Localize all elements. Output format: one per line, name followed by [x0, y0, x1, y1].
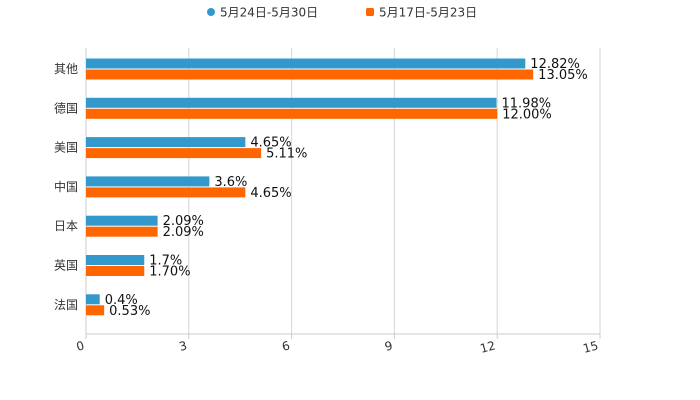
bar-series-1-3: [86, 176, 210, 187]
bar-series-2-4: [86, 226, 158, 237]
category-label-1: 德国: [54, 100, 78, 115]
bar-series-2-3: [86, 187, 246, 198]
x-tick-label-0: 0: [75, 338, 86, 354]
category-label-6: 法国: [54, 298, 78, 312]
x-tick-label-15: 15: [581, 338, 599, 355]
data-label-series-1-4: 2.09%: [163, 214, 204, 229]
bar-series-2-2: [86, 148, 262, 159]
bar-series-1-1: [86, 97, 497, 108]
category-label-5: 英国: [54, 259, 78, 273]
bar-series-2-0: [86, 69, 534, 80]
data-label-series-1-6: 0.4%: [105, 293, 138, 308]
data-label-series-1-0: 12.82%: [530, 57, 580, 72]
bar-series-1-4: [86, 215, 158, 226]
category-label-3: 中国: [54, 179, 78, 194]
data-label-series-2-2: 5.11%: [266, 147, 307, 162]
x-tick-label-6: 6: [280, 338, 291, 354]
category-label-2: 美国: [54, 141, 78, 155]
data-label-series-2-5: 1.70%: [149, 265, 190, 280]
data-label-series-2-3: 4.65%: [250, 186, 291, 201]
legend-label-series-1: 5月24日-5月30日: [220, 6, 318, 20]
data-label-series-2-0: 13.05%: [538, 68, 588, 83]
data-label-series-1-2: 4.65%: [250, 136, 291, 151]
category-label-0: 其他: [54, 62, 78, 76]
data-label-series-2-4: 2.09%: [163, 225, 204, 240]
legend-marker-series-1: [207, 8, 215, 16]
bar-series-1-2: [86, 137, 246, 148]
bar-series-1-6: [86, 294, 100, 305]
bar-series-2-1: [86, 108, 498, 119]
x-tick-label-9: 9: [383, 338, 394, 354]
data-label-series-2-1: 12.00%: [502, 107, 552, 122]
category-label-4: 日本: [54, 219, 78, 233]
bar-series-1-0: [86, 58, 526, 69]
bar-series-2-6: [86, 305, 105, 316]
bar-series-2-5: [86, 266, 145, 276]
x-tick-label-12: 12: [479, 338, 497, 355]
legend-label-series-2: 5月17日-5月23日: [379, 6, 477, 20]
data-label-series-1-1: 11.98%: [502, 96, 552, 111]
data-label-series-1-5: 1.7%: [149, 254, 182, 269]
x-tick-label-3: 3: [178, 338, 189, 354]
data-label-series-2-6: 0.53%: [109, 304, 150, 319]
data-label-series-1-3: 3.6%: [214, 175, 247, 190]
legend-marker-series-2: [366, 8, 374, 16]
bar-series-1-5: [86, 255, 145, 265]
